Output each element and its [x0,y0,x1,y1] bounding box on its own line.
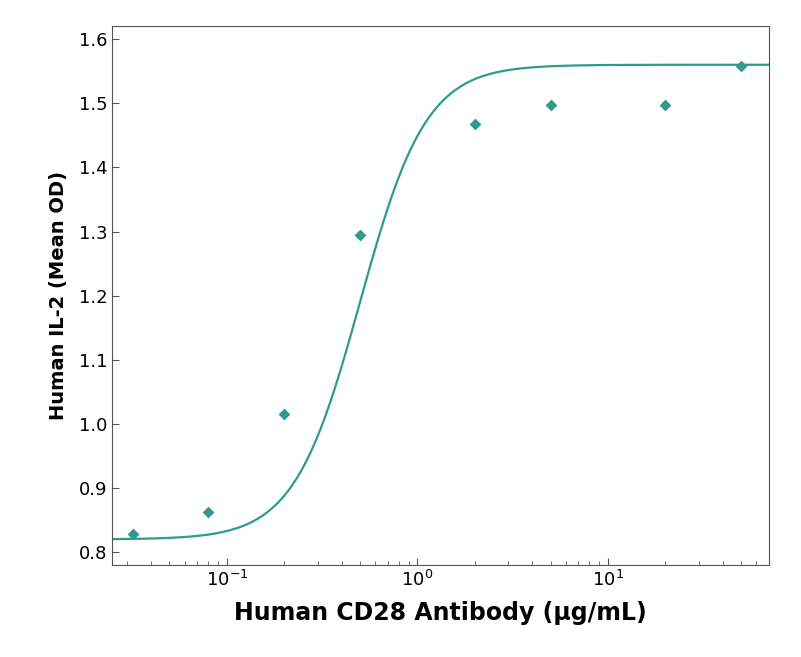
Point [202,507,215,518]
Point [469,118,481,129]
Point [544,99,557,110]
Point [353,229,366,240]
Point [659,99,672,110]
X-axis label: Human CD28 Antibody (μg/mL): Human CD28 Antibody (μg/mL) [234,601,647,625]
Point [127,529,139,539]
Point [278,409,291,420]
Point [735,61,747,72]
Y-axis label: Human IL-2 (Mean OD): Human IL-2 (Mean OD) [49,171,67,420]
